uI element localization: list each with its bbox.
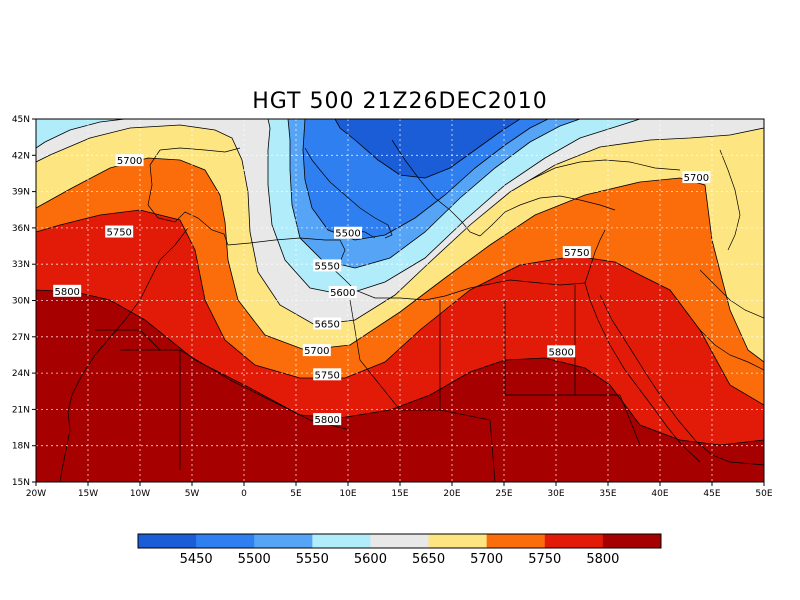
contour-lines xyxy=(36,119,764,446)
height-field: 5700 5750 5800 5500 5550 5600 5650 5700 5750 5800… xyxy=(36,119,764,482)
colorbar-swatch xyxy=(196,534,255,548)
contour-label-box xyxy=(313,368,342,381)
colorbar-swatch xyxy=(428,534,488,548)
contour-label-text: 5700 xyxy=(304,346,329,357)
colorbar-swatch xyxy=(602,534,662,548)
contour-label-text: 5550 xyxy=(314,261,339,272)
lat-tick-label: 45N xyxy=(12,115,30,125)
contour-label-text: 5600 xyxy=(330,288,355,299)
colorbar-label: 5600 xyxy=(354,552,387,567)
contour-label: 5800 xyxy=(53,284,82,298)
contour-label: 5700 xyxy=(682,171,711,184)
contour-label-box xyxy=(328,286,357,299)
colorbar-label: 5650 xyxy=(412,552,445,567)
contour-label: 5750 xyxy=(562,246,591,259)
contour-label-box xyxy=(302,344,331,357)
colorbar-label: 5500 xyxy=(238,552,271,567)
contour-label-box xyxy=(313,259,342,272)
contour-label-text: 5750 xyxy=(564,248,589,259)
lon-tick-label: 0 xyxy=(241,489,247,499)
colorbar-label: 5450 xyxy=(180,552,213,567)
contour-label: 5650 xyxy=(313,317,342,330)
contour-label-text: 5750 xyxy=(314,370,339,381)
contour-label-text: 5700 xyxy=(684,173,709,184)
lat-tick-label: 21N xyxy=(12,405,30,415)
band-5400 xyxy=(335,119,520,178)
colorbar-swatch xyxy=(544,534,604,548)
contour-label: 5800 xyxy=(547,345,576,358)
band-5450 xyxy=(303,119,548,240)
colorbar-label: 5800 xyxy=(586,552,619,567)
contour-label-box xyxy=(682,171,711,184)
axis-ticks: 20W 15W 10W 5W 0 5E 10E 15E 20E 25E 30E 35E 40E 45E 50… xyxy=(12,115,773,499)
colorbar: 5450 5500 5550 5600 5650 5700 5750 5800 xyxy=(137,533,662,567)
map-title: HGT 500 21Z26DEC2010 xyxy=(252,89,547,114)
lon-tick-label: 10W xyxy=(130,489,150,499)
lon-tick-label: 5W xyxy=(185,489,200,499)
lon-tick-label: 10E xyxy=(339,489,356,499)
contour-label-box xyxy=(313,413,342,426)
lon-tick-label: 20E xyxy=(443,489,460,499)
colorbar-label: 5550 xyxy=(296,552,329,567)
contour-label-text: 5800 xyxy=(548,347,573,358)
lat-tick-label: 33N xyxy=(12,260,30,270)
contour-label: 5600 xyxy=(328,286,357,299)
lat-tick-label: 36N xyxy=(12,224,30,234)
lat-tick-label: 15N xyxy=(12,478,30,488)
contour-label-box xyxy=(53,284,82,297)
graticule xyxy=(36,119,764,482)
lon-tick-label: 25E xyxy=(495,489,512,499)
lon-tick-label: 15W xyxy=(78,489,98,499)
colorbar-label: 5750 xyxy=(528,552,561,567)
contour-label: 5700 xyxy=(115,154,144,167)
contour-label-text: 5800 xyxy=(314,415,339,426)
contour-label-text: 5750 xyxy=(106,228,131,239)
lon-tick-label: 15E xyxy=(391,489,408,499)
colorbar-swatch xyxy=(138,534,197,548)
contour-labels: 5700 5750 5800 5500 5550 5600 5650 5700 5750 5800… xyxy=(53,154,711,426)
lat-tick-label: 39N xyxy=(12,188,30,198)
lat-tick-label: 30N xyxy=(12,297,30,307)
lon-tick-label: 35E xyxy=(599,489,616,499)
contour-label: 5500 xyxy=(334,226,362,240)
lon-tick-label: 40E xyxy=(651,489,668,499)
contour-label-text: 5500 xyxy=(335,229,360,240)
colorbar-swatch xyxy=(254,534,313,548)
contour-label-box xyxy=(115,154,144,167)
lon-tick-label: 20W xyxy=(26,489,46,499)
contour-label-text: 5700 xyxy=(117,156,142,167)
contour-label: 5750 xyxy=(105,225,134,239)
lat-tick-label: 18N xyxy=(12,442,30,452)
contour-label-text: 5650 xyxy=(314,319,339,330)
contour-label: 5800 xyxy=(313,413,342,426)
colorbar-frame xyxy=(137,533,662,549)
contour-label-box xyxy=(334,226,362,239)
contour-label: 5750 xyxy=(313,368,342,381)
contour-label: 5550 xyxy=(313,259,342,272)
contour-label: 5700 xyxy=(302,344,331,357)
colorbar-swatch xyxy=(312,534,371,548)
lat-tick-label: 27N xyxy=(12,333,30,343)
lon-tick-label: 45E xyxy=(703,489,720,499)
lat-tick-label: 42N xyxy=(12,151,30,161)
colorbar-swatch xyxy=(486,534,546,548)
colorbar-label: 5700 xyxy=(470,552,503,567)
contour-label-text: 5800 xyxy=(54,287,79,298)
lon-tick-label: 5E xyxy=(290,489,302,499)
colorbar-swatch xyxy=(370,534,430,548)
lat-tick-label: 24N xyxy=(12,369,30,379)
contour-label-box xyxy=(313,317,342,330)
lon-tick-label: 30E xyxy=(547,489,564,499)
contour-label-box xyxy=(105,225,134,238)
contour-label-box xyxy=(547,345,576,358)
contour-label-box xyxy=(562,246,591,259)
lon-tick-label: 50E xyxy=(755,489,772,499)
